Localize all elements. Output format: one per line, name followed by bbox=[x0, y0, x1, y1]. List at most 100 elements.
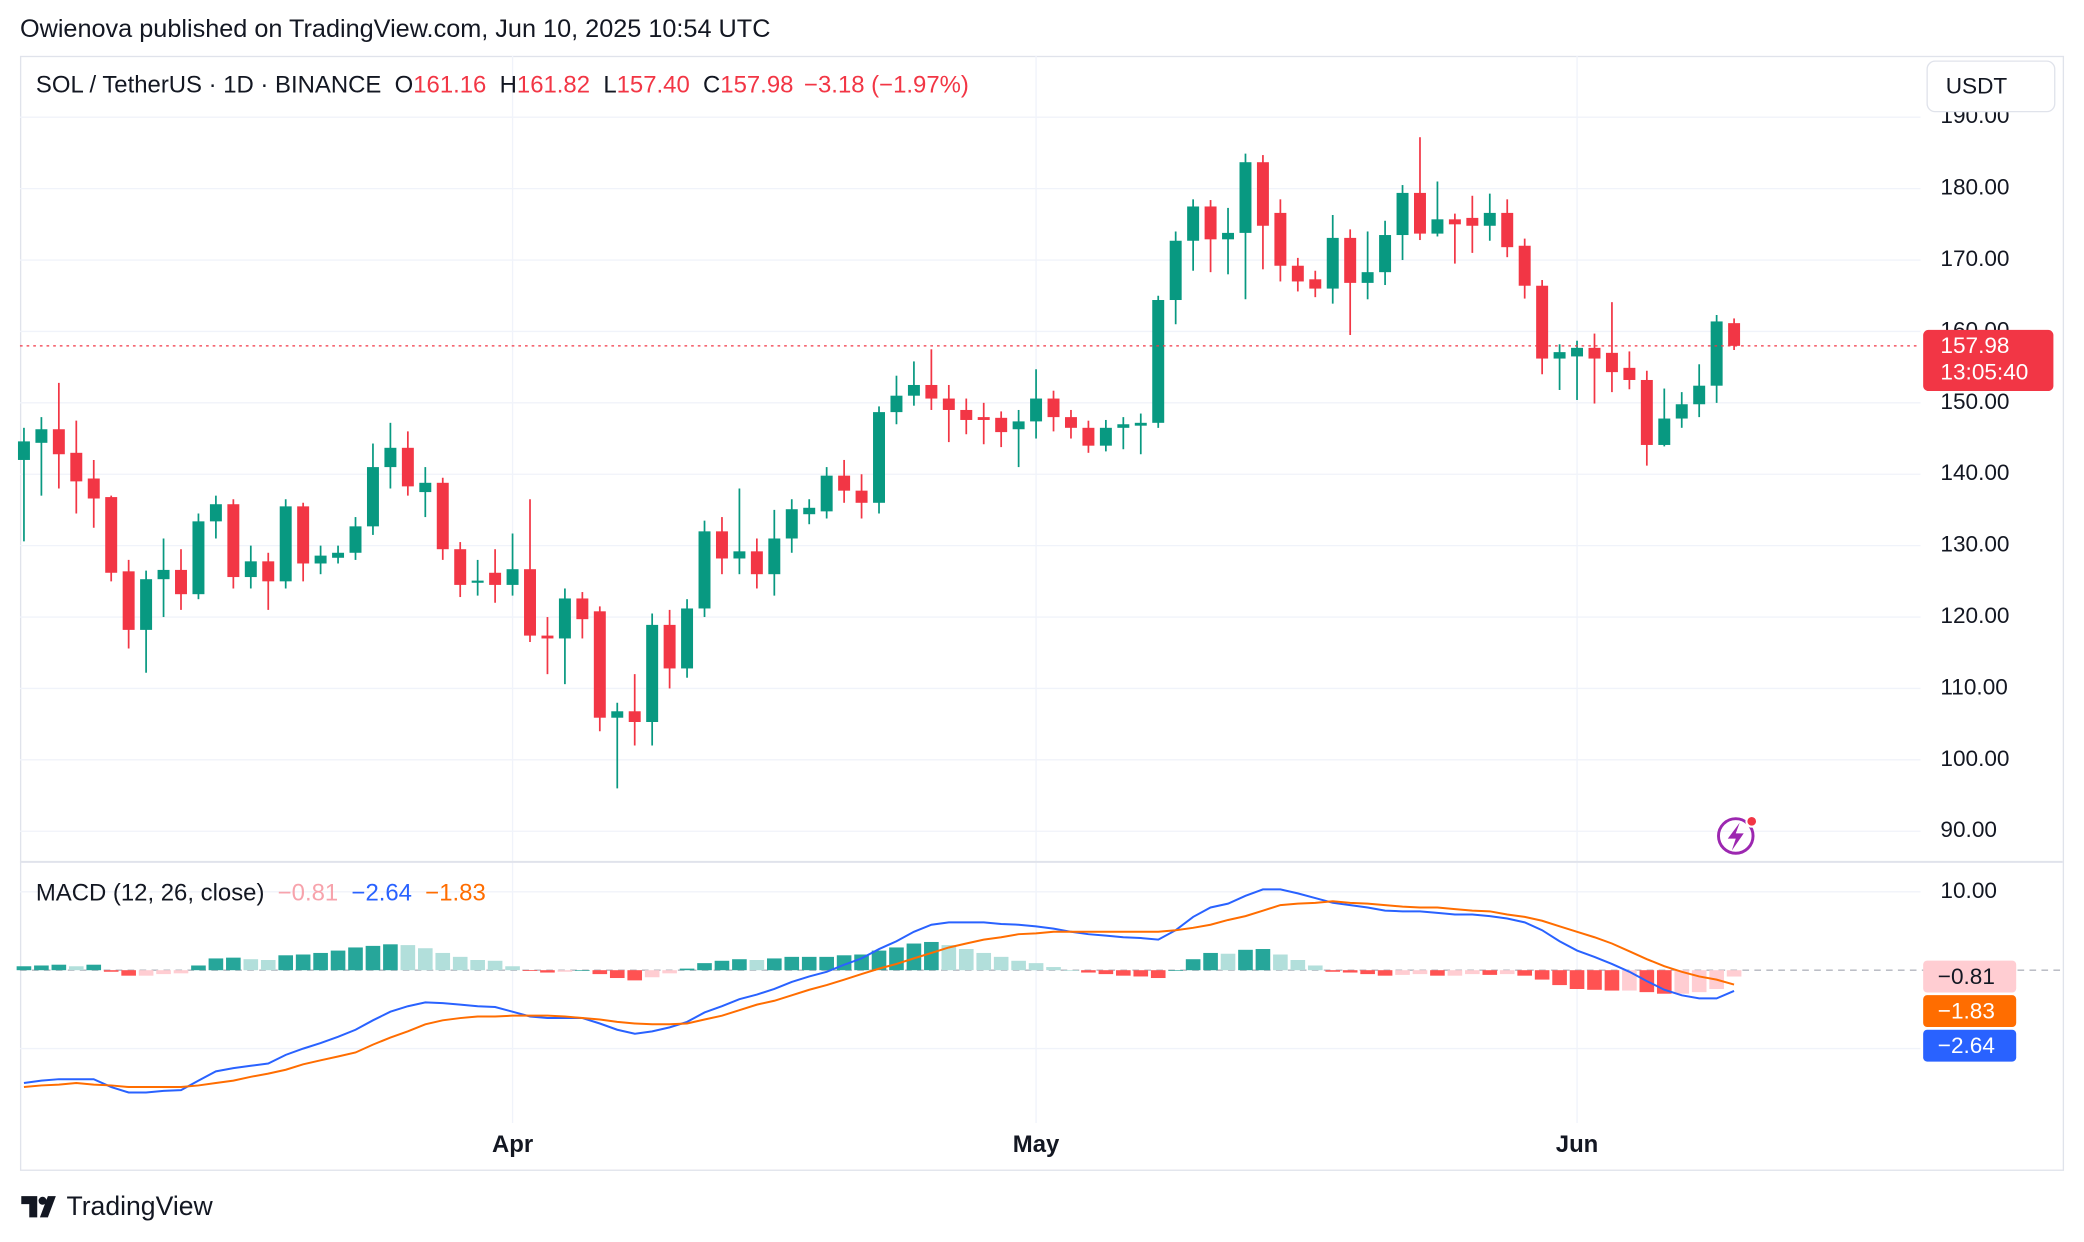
histogram-bar bbox=[993, 956, 1009, 971]
histogram-bar bbox=[714, 960, 730, 971]
histogram-bar bbox=[417, 948, 433, 971]
brand: TradingView bbox=[21, 1191, 214, 1221]
histogram-bar bbox=[540, 970, 555, 973]
alert-ring[interactable] bbox=[1717, 817, 1755, 855]
histogram-bar bbox=[365, 945, 381, 971]
alert-bolt[interactable] bbox=[1727, 822, 1744, 851]
histogram-bar bbox=[1168, 970, 1183, 971]
histogram-bar bbox=[173, 970, 189, 974]
histogram-bar bbox=[644, 970, 660, 978]
histogram-bar bbox=[697, 963, 712, 971]
candle-body bbox=[17, 441, 30, 460]
candle-body bbox=[1605, 352, 1618, 373]
candle-body bbox=[977, 417, 990, 420]
histogram-bar bbox=[941, 945, 957, 971]
candle-body bbox=[820, 475, 833, 512]
candle-body bbox=[1134, 422, 1147, 426]
y-tick-label: 110.00 bbox=[1940, 674, 2007, 699]
candle-body bbox=[1099, 427, 1112, 446]
histogram-bar bbox=[557, 970, 573, 972]
histogram-bar bbox=[51, 964, 67, 971]
histogram-bar bbox=[1116, 970, 1131, 976]
ohlc-value: 157.98 bbox=[720, 72, 793, 99]
candle-body bbox=[419, 482, 432, 493]
candle-body bbox=[1274, 212, 1287, 266]
histogram-bar bbox=[487, 960, 503, 971]
last-price-box bbox=[1923, 329, 2054, 392]
candle-body bbox=[1082, 427, 1095, 446]
marks-layer bbox=[16, 137, 1921, 1094]
histogram-bar bbox=[1604, 970, 1620, 991]
histogram-bar bbox=[383, 944, 398, 971]
histogram-bar bbox=[1290, 959, 1306, 971]
histogram-bar bbox=[1255, 949, 1271, 971]
candle-body bbox=[1169, 240, 1182, 301]
change-value: −3.18 (−1.97%) bbox=[804, 72, 969, 99]
histogram-bar bbox=[243, 959, 259, 971]
histogram-bar bbox=[313, 952, 328, 971]
y-tick-label: 130.00 bbox=[1940, 532, 2009, 557]
candle-body bbox=[87, 478, 100, 499]
currency-box[interactable] bbox=[1926, 60, 2056, 113]
candle-body bbox=[227, 504, 240, 578]
candle-body bbox=[593, 611, 606, 718]
x-tick-label: May bbox=[1013, 1131, 1060, 1158]
chart-frame bbox=[19, 55, 2065, 1171]
ohlc-value: 157.40 bbox=[617, 72, 690, 99]
candle-body bbox=[1030, 398, 1043, 422]
candle-body bbox=[1152, 300, 1165, 423]
histogram-bar bbox=[400, 945, 416, 971]
candle-body bbox=[1291, 265, 1304, 282]
y-tick-label: 10.00 bbox=[1940, 878, 1997, 903]
histogram-bar bbox=[1011, 960, 1026, 971]
alert-icon[interactable] bbox=[1717, 815, 1759, 855]
candle-body bbox=[471, 580, 484, 583]
ohlc-value: 161.16 bbox=[413, 72, 486, 99]
candle-body bbox=[1588, 347, 1601, 359]
candle-body bbox=[1553, 352, 1566, 359]
legend-value: −0.81 bbox=[278, 880, 338, 907]
currency-label[interactable]: USDT bbox=[1946, 74, 2008, 99]
countdown-label: 13:05:40 bbox=[1940, 360, 2028, 385]
candle-body bbox=[1047, 398, 1060, 418]
histogram-bar bbox=[1046, 967, 1061, 971]
candle-body bbox=[140, 579, 153, 630]
histogram-bar bbox=[1430, 970, 1445, 976]
main-legend: SOL / TetherUS · 1D · BINANCE O161.16 H161… bbox=[36, 72, 969, 99]
alert-dot[interactable] bbox=[1745, 815, 1759, 828]
candle-body bbox=[942, 398, 955, 410]
histogram-bar bbox=[1098, 970, 1114, 975]
candle-body bbox=[628, 711, 641, 722]
candle-body bbox=[1675, 404, 1688, 419]
y-tick-label: 140.00 bbox=[1940, 460, 2009, 485]
histogram-bar bbox=[1482, 970, 1498, 975]
histogram-bar bbox=[976, 952, 992, 971]
candle-body bbox=[1431, 219, 1444, 234]
candle-body bbox=[663, 624, 676, 669]
histogram-bar bbox=[1185, 959, 1201, 971]
candle-body bbox=[838, 475, 851, 491]
candle-body bbox=[1658, 418, 1671, 445]
histogram-bar bbox=[1133, 970, 1149, 977]
histogram-bar bbox=[1465, 970, 1480, 975]
candle-body bbox=[1379, 235, 1392, 273]
histogram-bar bbox=[1273, 954, 1288, 971]
currency-button[interactable]: USDT bbox=[1926, 60, 2056, 113]
histogram-bar bbox=[34, 965, 49, 971]
candle-body bbox=[454, 549, 467, 585]
value-box-label: −0.81 bbox=[1938, 964, 1995, 989]
candle-body bbox=[1012, 421, 1025, 430]
candle-body bbox=[1466, 217, 1479, 226]
histogram-bar bbox=[801, 956, 817, 971]
histogram-bar bbox=[278, 955, 294, 971]
value-box bbox=[1923, 995, 2017, 1028]
candle-body bbox=[1640, 379, 1653, 445]
candle-body bbox=[1361, 272, 1374, 283]
histogram-bar bbox=[1395, 970, 1410, 975]
histogram-bar bbox=[121, 970, 136, 976]
histogram-bar bbox=[505, 966, 520, 971]
candle-body bbox=[855, 490, 868, 503]
candle-body bbox=[35, 429, 48, 443]
